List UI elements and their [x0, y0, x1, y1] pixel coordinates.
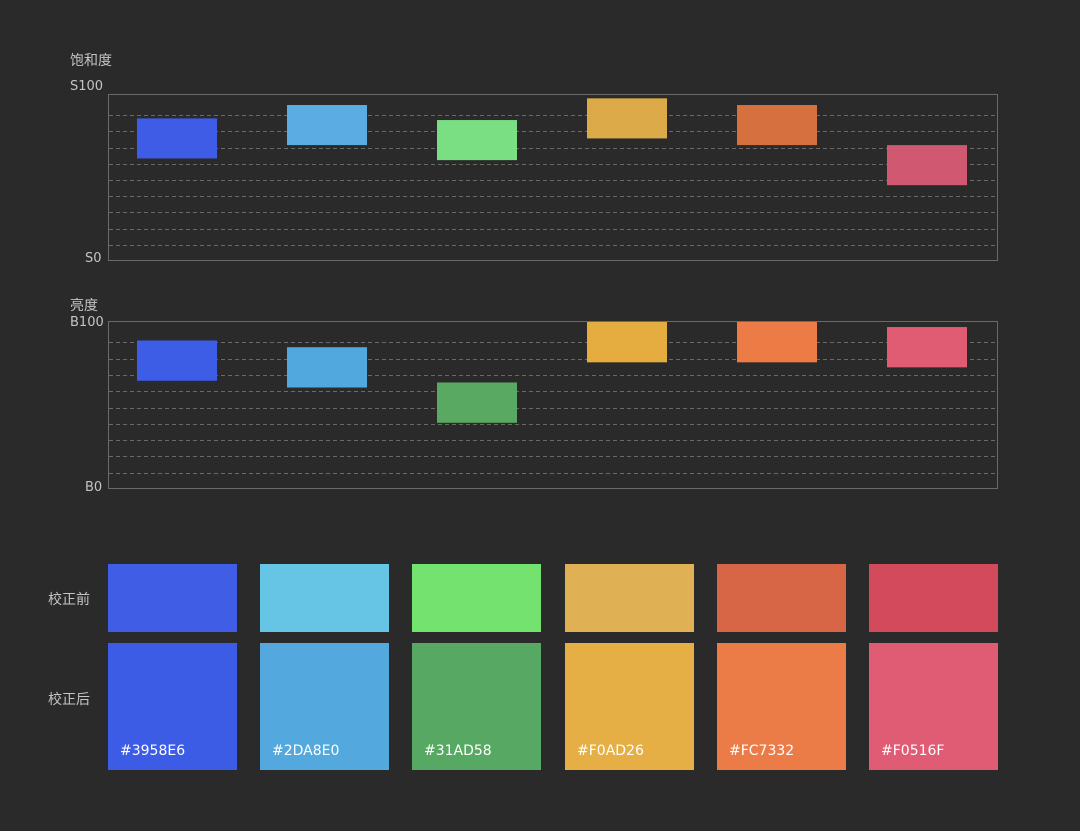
- swatch-hex-label: #2DA8E0: [272, 743, 340, 759]
- brightness-bar-5: [737, 322, 817, 363]
- before-swatch-3: [412, 564, 541, 632]
- saturation-bar-6: [887, 145, 967, 186]
- saturation-bar-4: [587, 98, 667, 139]
- swatch-hex-label: #31AD58: [424, 743, 492, 759]
- saturation-plot: [108, 94, 998, 261]
- before-swatch-1: [108, 564, 237, 632]
- saturation-y-max-label: S100: [70, 79, 104, 94]
- saturation-bar-1: [137, 118, 217, 159]
- saturation-bar-2: [287, 105, 367, 146]
- brightness-plot: [108, 321, 998, 489]
- before-swatch-5: [717, 564, 846, 632]
- brightness-bar-6: [887, 327, 967, 368]
- saturation-plot-svg: [109, 98, 997, 246]
- brightness-chart-title: 亮度: [70, 298, 98, 314]
- after-swatch-3: #31AD58: [412, 643, 541, 770]
- before-row-label: 校正前: [48, 592, 90, 608]
- brightness-y-min-label: B0: [85, 480, 103, 495]
- saturation-chart-title: 饱和度: [70, 53, 112, 69]
- brightness-bar-3: [437, 382, 517, 423]
- brightness-bar-2: [287, 347, 367, 388]
- before-swatch-6: [869, 564, 998, 632]
- saturation-bar-3: [437, 120, 517, 161]
- before-swatch-2: [260, 564, 389, 632]
- after-swatch-1: #3958E6: [108, 643, 237, 770]
- swatch-hex-label: #F0516F: [881, 743, 945, 759]
- brightness-y-max-label: B100: [70, 315, 104, 330]
- swatch-hex-label: #3958E6: [120, 743, 186, 759]
- brightness-plot-svg: [109, 322, 997, 474]
- brightness-bar-4: [587, 322, 667, 363]
- after-swatch-2: #2DA8E0: [260, 643, 389, 770]
- after-swatch-5: #FC7332: [717, 643, 846, 770]
- before-swatch-4: [565, 564, 694, 632]
- after-swatch-4: #F0AD26: [565, 643, 694, 770]
- brightness-bar-1: [137, 340, 217, 381]
- swatch-hex-label: #FC7332: [729, 743, 795, 759]
- saturation-y-min-label: S0: [85, 251, 102, 266]
- swatch-hex-label: #F0AD26: [577, 743, 644, 759]
- after-row-label: 校正后: [48, 692, 90, 708]
- after-swatch-6: #F0516F: [869, 643, 998, 770]
- saturation-bar-5: [737, 105, 817, 146]
